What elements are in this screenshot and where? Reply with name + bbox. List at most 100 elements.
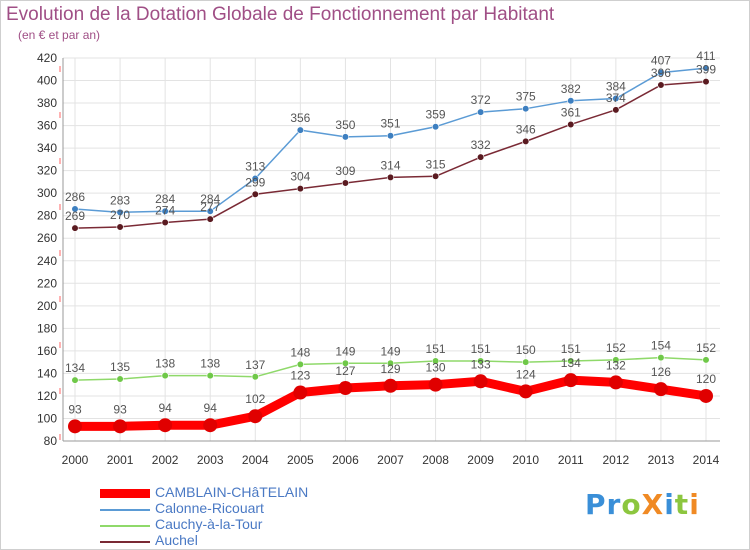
x-tick-label: 2009 <box>467 453 494 467</box>
data-label: 137 <box>245 358 265 372</box>
data-label: 120 <box>696 372 716 386</box>
data-point <box>248 409 263 424</box>
data-point <box>71 376 79 384</box>
y-tick-label: 220 <box>37 276 57 290</box>
chart-subtitle: (en € et par an) <box>18 28 101 42</box>
x-tick-label: 2007 <box>377 453 404 467</box>
data-label: 134 <box>65 361 85 375</box>
data-label: 135 <box>110 360 130 374</box>
data-point <box>653 382 668 397</box>
data-point <box>473 374 488 389</box>
y-tick-label: 380 <box>37 96 57 110</box>
data-point <box>567 120 575 129</box>
data-point <box>477 153 485 161</box>
legend-swatch-auchel <box>100 541 150 543</box>
data-label: 284 <box>200 192 220 206</box>
y-tick-label: 200 <box>37 299 57 313</box>
data-label: 411 <box>696 49 715 63</box>
data-label: 154 <box>651 339 671 353</box>
data-point <box>68 419 82 434</box>
data-label: 299 <box>245 175 265 189</box>
data-point <box>161 207 169 215</box>
data-point <box>431 172 440 180</box>
logo-letter: r <box>606 488 622 521</box>
y-tick-label: 100 <box>37 411 57 425</box>
data-label: 277 <box>200 200 220 214</box>
data-point <box>113 419 128 434</box>
y-tick-label: 260 <box>37 231 57 245</box>
x-tick-label: 2003 <box>197 453 224 467</box>
x-tick-label: 2008 <box>422 453 449 467</box>
data-point <box>431 123 440 131</box>
data-label: 94 <box>158 401 172 415</box>
data-label: 314 <box>380 158 400 172</box>
data-label: 149 <box>335 344 355 358</box>
logo-letter: P <box>585 488 607 521</box>
x-tick-label: 2006 <box>332 453 359 467</box>
data-point <box>251 190 259 198</box>
data-label: 399 <box>696 63 716 77</box>
data-point <box>383 378 398 393</box>
data-point <box>116 223 124 231</box>
legend-label-calonne: Calonne-Ricouart <box>155 500 264 516</box>
data-point <box>206 207 214 215</box>
data-point <box>522 105 530 113</box>
proxiti-logo: ProXiti <box>585 488 700 521</box>
data-point <box>657 354 665 362</box>
data-label: 270 <box>110 208 130 222</box>
y-tick-label: 180 <box>37 321 57 335</box>
legend-label-cauchy: Cauchy-à-la-Tour <box>155 516 263 532</box>
y-tick-label: 420 <box>37 51 57 65</box>
data-point <box>251 373 259 381</box>
legend-swatch-calonne <box>100 509 150 511</box>
data-point <box>296 185 304 193</box>
data-label: 151 <box>471 342 491 356</box>
data-point <box>71 224 79 232</box>
data-label: 126 <box>651 365 671 379</box>
data-label: 350 <box>335 118 355 132</box>
data-point <box>296 126 304 134</box>
data-label: 129 <box>380 362 400 376</box>
data-label: 149 <box>380 344 400 358</box>
data-label: 93 <box>68 402 82 416</box>
data-label: 283 <box>110 193 130 207</box>
y-tick-label: 320 <box>37 164 57 178</box>
data-point <box>657 81 665 89</box>
data-point <box>338 381 353 396</box>
data-point <box>71 205 79 213</box>
data-point <box>431 357 440 365</box>
data-label: 313 <box>245 160 265 174</box>
data-point <box>158 418 173 433</box>
data-label: 138 <box>155 357 175 371</box>
data-label: 132 <box>606 358 626 372</box>
x-tick-label: 2001 <box>107 453 134 467</box>
data-label: 150 <box>516 343 536 357</box>
y-tick-label: 400 <box>37 74 57 88</box>
x-tick-label: 2011 <box>558 453 584 467</box>
data-point <box>161 218 169 227</box>
data-point <box>116 208 124 216</box>
data-label: 356 <box>290 111 310 125</box>
y-tick-label: 300 <box>37 186 57 200</box>
data-label: 151 <box>561 342 581 356</box>
data-point <box>296 360 304 369</box>
data-point <box>386 359 395 367</box>
x-tick-label: 2004 <box>242 453 269 467</box>
data-label: 102 <box>245 392 265 406</box>
logo-letter: i <box>664 488 675 521</box>
data-label: 93 <box>113 402 127 416</box>
data-label: 359 <box>426 108 446 122</box>
data-point <box>612 106 620 114</box>
data-label: 315 <box>426 157 446 171</box>
y-tick-label: 360 <box>37 119 57 133</box>
data-label: 375 <box>516 90 536 104</box>
chart-title: Evolution de la Dotation Globale de Fonc… <box>6 4 555 25</box>
data-label: 384 <box>606 80 626 94</box>
x-tick-label: 2000 <box>62 453 89 467</box>
x-tick-label: 2005 <box>287 453 314 467</box>
data-point <box>386 132 395 140</box>
data-point <box>657 69 665 77</box>
data-point <box>522 358 530 366</box>
data-label: 152 <box>606 341 626 355</box>
